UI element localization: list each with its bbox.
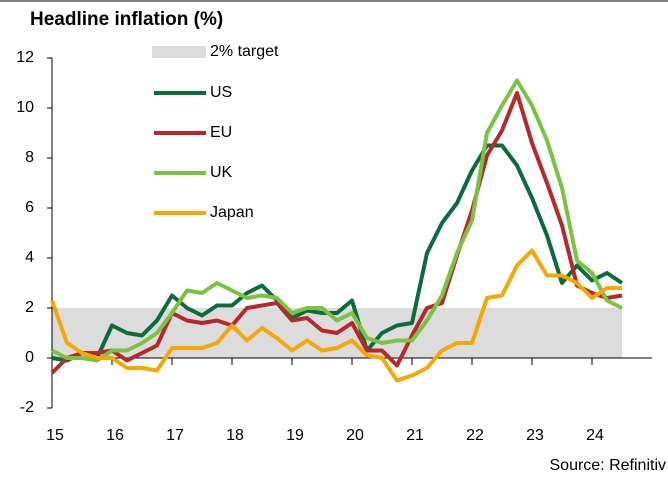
x-tick-label: 17 <box>166 427 184 444</box>
series-line <box>50 91 623 375</box>
x-tick-label: 20 <box>346 427 364 444</box>
legend-label: 2% target <box>210 43 279 60</box>
x-tick-label: 19 <box>286 427 304 444</box>
source: Source: Refinitiv <box>550 457 667 474</box>
y-tick-label: 4 <box>25 249 34 266</box>
legend-swatch <box>152 46 206 58</box>
y-tick-label: 0 <box>25 349 34 366</box>
legend-label: UK <box>210 164 233 181</box>
series-line <box>51 143 624 363</box>
x-tick-label: 16 <box>106 427 124 444</box>
series-line <box>50 248 622 383</box>
x-tick-label: 24 <box>586 427 604 444</box>
x-tick-label: 21 <box>406 427 424 444</box>
chart-title: Headline inflation (%) <box>30 9 223 30</box>
y-tick-label: 10 <box>16 99 34 116</box>
x-tick-label: 22 <box>466 427 484 444</box>
legend-label: US <box>210 84 232 101</box>
y-tick-label: 2 <box>25 299 34 316</box>
y-tick-label: 8 <box>25 149 34 166</box>
legend-label: EU <box>210 124 232 141</box>
x-tick-label: 23 <box>526 427 544 444</box>
x-tick-label: 15 <box>46 427 64 444</box>
y-tick-label: 12 <box>16 49 34 66</box>
series-line <box>51 78 623 363</box>
y-tick-label: -2 <box>20 399 34 416</box>
legend-label: Japan <box>210 204 254 221</box>
x-tick-label: 18 <box>226 427 244 444</box>
y-tick-label: 6 <box>25 199 34 216</box>
